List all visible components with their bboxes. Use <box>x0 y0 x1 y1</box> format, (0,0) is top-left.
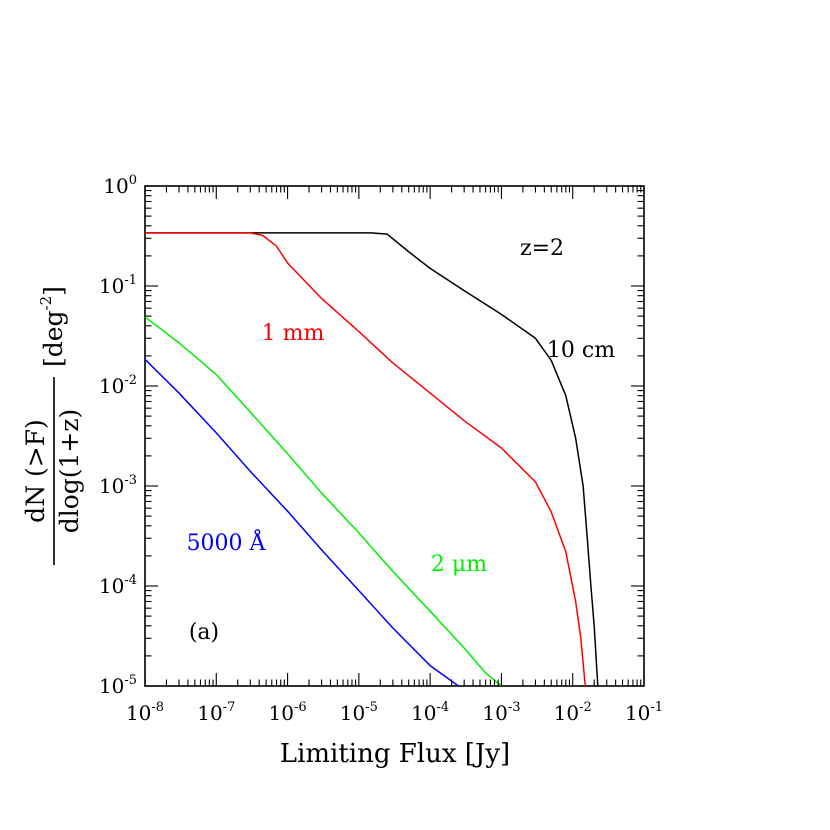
ticks-layer <box>144 185 645 687</box>
series-line-2 <box>145 316 502 686</box>
y-tick-label: 10-4 <box>99 573 137 598</box>
y-axis-unit-suffix: ] <box>39 286 68 296</box>
y-axis-numerator: dN (>F) <box>21 419 50 523</box>
x-tick-label: 10-5 <box>340 700 378 725</box>
series-label-1mm: 1 mm <box>262 321 325 346</box>
y-tick-label: 10-2 <box>99 373 137 398</box>
x-tick-label: 10-4 <box>411 700 449 725</box>
x-tick-label: 10-2 <box>554 700 592 725</box>
redshift-annotation: z=2 <box>520 236 564 261</box>
series-line-0 <box>145 232 599 686</box>
panel-label: (a) <box>189 620 219 645</box>
x-tick-label: 10-1 <box>625 700 663 725</box>
y-tick-label: 10-5 <box>99 673 137 698</box>
series-line-1 <box>145 232 587 686</box>
y-axis-unit-exponent: -2 <box>37 296 55 311</box>
y-tick-label: 10-1 <box>99 273 137 298</box>
y-axis-unit-prefix: [deg <box>39 310 68 367</box>
y-tick-label: 10-3 <box>99 473 137 498</box>
plot-frame-layer <box>144 185 645 687</box>
x-axis-title: Limiting Flux [Jy] <box>280 739 510 769</box>
series-layer <box>145 232 599 686</box>
plot-frame <box>144 185 645 687</box>
x-tick-label: 10-3 <box>482 700 520 725</box>
series-label-10cm: 10 cm <box>547 338 615 363</box>
y-tick-label: 100 <box>103 173 137 198</box>
y-axis-denominator: dlog(1+z) <box>55 409 84 534</box>
x-tick-label: 10-8 <box>126 700 164 725</box>
tick-labels-layer: 10-8 10-7 10-6 10-5 10-4 10-3 10-2 10-1 10-5 10-4… <box>99 173 663 725</box>
x-tick-label: 10-7 <box>197 700 235 725</box>
series-line-3 <box>145 358 459 686</box>
y-axis-title: dN (>F) dlog(1+z) [deg-2] <box>21 286 84 565</box>
series-label-5000a: 5000 Å <box>187 528 267 556</box>
x-tick-label: 10-6 <box>269 700 307 725</box>
y-axis-unit: [deg-2] <box>37 286 68 367</box>
series-label-2um: 2 μm <box>431 552 487 577</box>
